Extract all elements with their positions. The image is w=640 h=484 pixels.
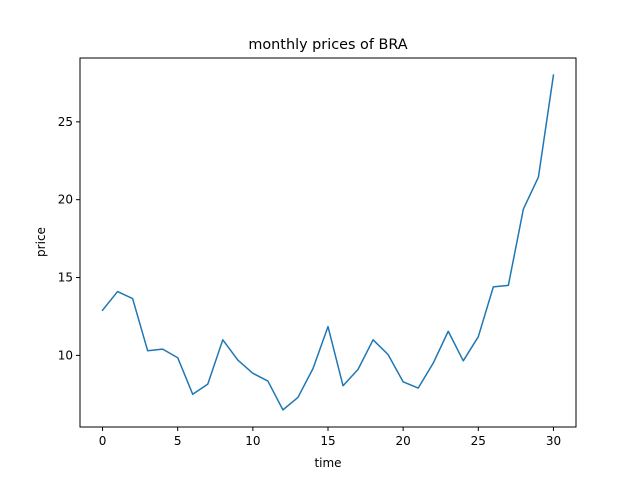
x-tick-label: 10 <box>245 434 260 448</box>
chart-title: monthly prices of BRA <box>248 37 407 53</box>
y-tick-label: 15 <box>58 271 73 285</box>
x-axis-label: time <box>314 456 341 470</box>
y-tick-label: 20 <box>58 193 73 207</box>
x-tick-label: 25 <box>471 434 486 448</box>
x-tick-label: 5 <box>174 434 182 448</box>
x-tick-label: 15 <box>320 434 335 448</box>
y-tick-label: 25 <box>58 115 73 129</box>
x-tick-label: 20 <box>396 434 411 448</box>
y-axis-label: price <box>34 227 48 257</box>
plot-area <box>80 58 576 427</box>
x-tick-label: 30 <box>546 434 561 448</box>
x-tick-label: 0 <box>99 434 107 448</box>
y-tick-label: 10 <box>58 348 73 362</box>
